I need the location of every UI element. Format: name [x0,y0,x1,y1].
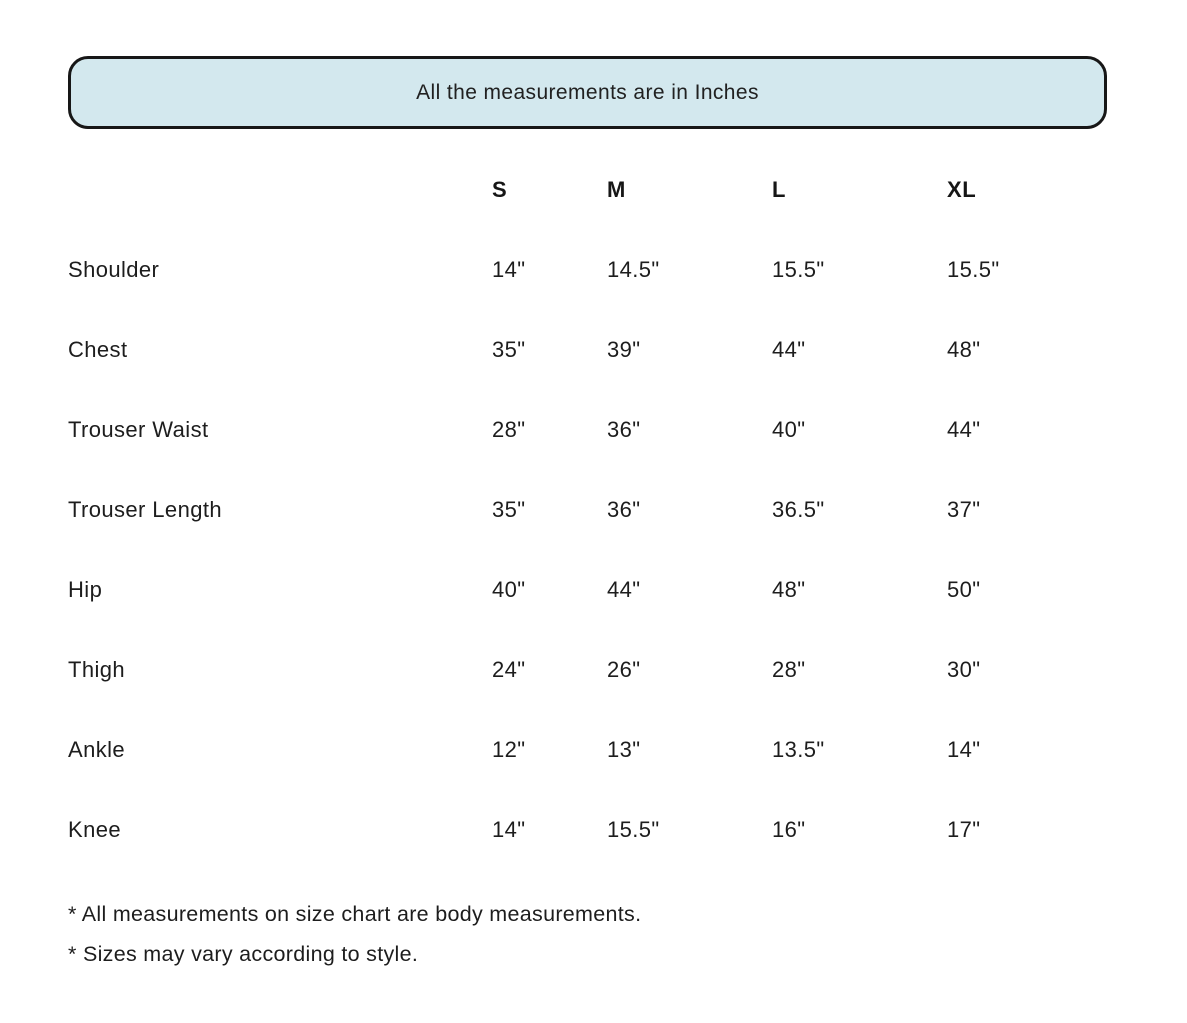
row-label: Hip [68,577,103,602]
value-l: 16" [772,817,806,842]
row-label: Knee [68,817,121,842]
row-label: Chest [68,337,128,362]
size-chart-table: S M L XL Shoulder 14" 14.5" 15.5" 15.5" … [0,150,1187,870]
value-l: 40" [772,417,806,442]
row-label: Thigh [68,657,126,682]
footnotes: * All measurements on size chart are bod… [68,894,641,974]
value-l: 15.5" [772,257,825,282]
value-l: 36.5" [772,497,825,522]
row-label: Trouser Length [68,497,222,522]
value-xl: 30" [947,657,981,682]
value-s: 28" [492,417,526,442]
value-m: 26" [607,657,641,682]
value-xl: 50" [947,577,981,602]
value-l: 48" [772,577,806,602]
value-s: 14" [492,257,526,282]
column-header-s: S [492,177,508,202]
value-m: 39" [607,337,641,362]
row-label: Trouser Waist [68,417,209,442]
measurement-unit-banner: All the measurements are in Inches [68,56,1107,129]
value-m: 44" [607,577,641,602]
value-s: 12" [492,737,526,762]
value-xl: 15.5" [947,257,1000,282]
value-xl: 17" [947,817,981,842]
value-m: 14.5" [607,257,660,282]
value-s: 24" [492,657,526,682]
banner-text: All the measurements are in Inches [416,80,759,104]
table-row-chest: Chest 35" 39" 44" 48" [0,310,1187,390]
value-xl: 37" [947,497,981,522]
row-label: Ankle [68,737,126,762]
value-s: 35" [492,337,526,362]
value-l: 44" [772,337,806,362]
value-xl: 48" [947,337,981,362]
table-row-trouser-length: Trouser Length 35" 36" 36.5" 37" [0,470,1187,550]
value-m: 15.5" [607,817,660,842]
value-s: 35" [492,497,526,522]
value-m: 36" [607,497,641,522]
table-row-knee: Knee 14" 15.5" 16" 17" [0,790,1187,870]
footnote-style-variance: * Sizes may vary according to style. [68,942,419,966]
column-header-xl: XL [947,177,977,202]
value-l: 28" [772,657,806,682]
column-header-l: L [772,177,787,202]
value-s: 14" [492,817,526,842]
value-m: 13" [607,737,641,762]
table-row-hip: Hip 40" 44" 48" 50" [0,550,1187,630]
table-row-ankle: Ankle 12" 13" 13.5" 14" [0,710,1187,790]
value-xl: 44" [947,417,981,442]
table-row-trouser-waist: Trouser Waist 28" 36" 40" 44" [0,390,1187,470]
value-m: 36" [607,417,641,442]
footnote-body-measurements: * All measurements on size chart are bod… [68,902,642,926]
table-header-row: S M L XL [0,150,1187,230]
table-row-shoulder: Shoulder 14" 14.5" 15.5" 15.5" [0,230,1187,310]
value-s: 40" [492,577,526,602]
table-row-thigh: Thigh 24" 26" 28" 30" [0,630,1187,710]
column-header-m: M [607,177,626,202]
value-l: 13.5" [772,737,825,762]
row-label: Shoulder [68,257,160,282]
value-xl: 14" [947,737,981,762]
